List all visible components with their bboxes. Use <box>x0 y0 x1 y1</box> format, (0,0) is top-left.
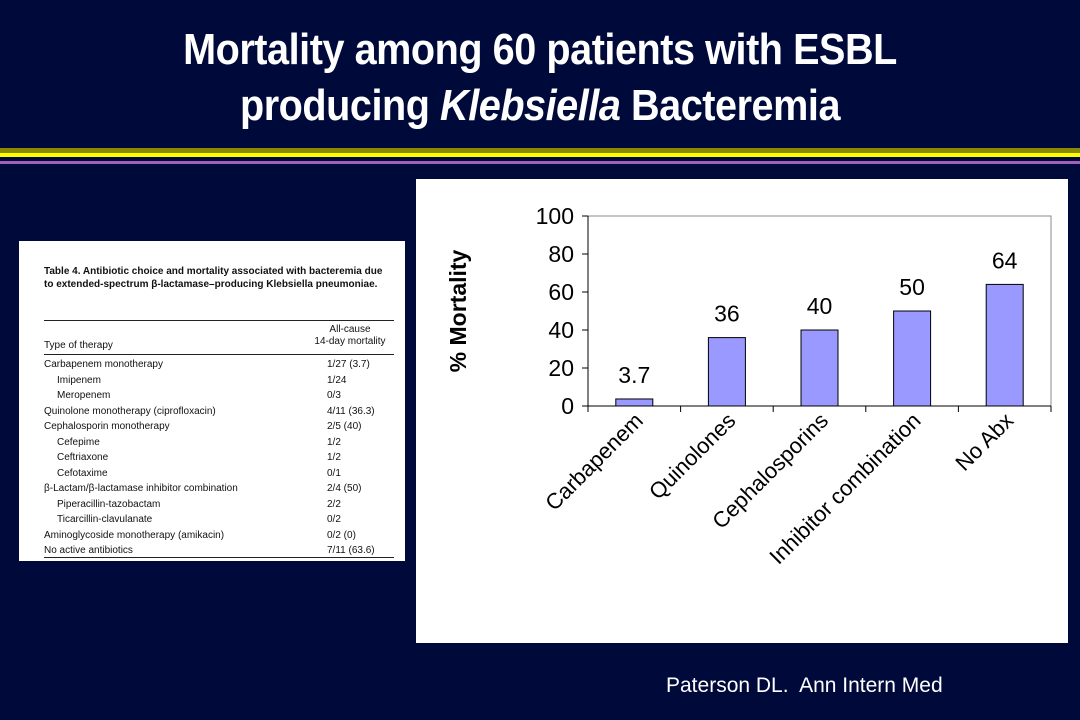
table-bottom-rule <box>44 557 394 558</box>
bar-value-label: 3.7 <box>618 362 650 388</box>
table-row-label: Ceftriaxone <box>57 452 109 463</box>
table-row-label: Meropenem <box>57 390 111 401</box>
table-row-value: 0/1 <box>327 467 341 479</box>
table-row-label: Carbapenem monotherapy <box>44 359 163 370</box>
y-axis-title: % Mortality <box>445 249 471 372</box>
y-tick-label: 0 <box>561 393 574 419</box>
table-row-label: β-Lactam/β-lactamase inhibitor combinati… <box>44 483 238 494</box>
table-row-label: Aminoglycoside monotherapy (amikacin) <box>44 529 225 541</box>
bar-quinolones <box>707 337 746 407</box>
category-label: Inhibitor combination <box>764 408 925 569</box>
table-row-label: Ticarcillin-clavulanate <box>57 514 153 525</box>
table-row-value: 1/24 <box>327 374 347 386</box>
table-header-mortality-line-1: All-cause <box>329 324 371 335</box>
bar-inhibitor-combination <box>893 310 932 407</box>
bar-chart: 0204060801003.7Carbapenem36Quinolones40C… <box>445 203 1052 569</box>
bar-cephalosporins <box>800 329 839 407</box>
bar-value-label: 64 <box>992 247 1018 273</box>
bar-value-label: 50 <box>899 274 925 300</box>
table-row-value: 0/2 <box>327 514 341 525</box>
title-organism: Klebsiella <box>440 81 621 130</box>
table-row-value: 1/27 (3.7) <box>327 359 370 370</box>
y-tick-label: 80 <box>548 241 574 267</box>
category-label: Quinolones <box>644 408 740 504</box>
bar-value-label: 36 <box>714 301 740 327</box>
table-row-label: Quinolone monotherapy (ciprofloxacin) <box>44 405 216 417</box>
table-row-value: 2/4 (50) <box>327 483 362 494</box>
table-header-rule <box>44 354 394 355</box>
table-row-value: 1/2 <box>327 436 341 448</box>
table-header-type: Type of therapy <box>44 340 113 351</box>
category-label: Carbapenem <box>540 408 648 516</box>
slide-title: Mortality among 60 patients with ESBL pr… <box>54 22 1026 134</box>
table-row-value: 0/2 (0) <box>327 529 356 541</box>
table-row-value: 7/11 (63.6) <box>327 545 375 556</box>
bar-no-abx <box>985 283 1024 407</box>
table-row-label: Cefotaxime <box>57 467 108 479</box>
y-tick-label: 20 <box>548 355 574 381</box>
y-tick-label: 40 <box>548 317 574 343</box>
table-row-value: 2/2 <box>327 498 341 510</box>
slide-title-line-1: Mortality among 60 patients with ESBL <box>183 25 897 74</box>
title-line-2-start: producing <box>239 81 441 130</box>
slide-title-line-2: producing Klebsiella Bacteremia <box>54 78 1026 134</box>
category-label: No Abx <box>950 408 1018 476</box>
table-row-label: Piperacillin-tazobactam <box>57 498 161 510</box>
table-header-mortality-line-2: 14-day mortality <box>314 336 386 347</box>
table-row-label: Cefepime <box>57 436 100 448</box>
citation: Paterson DL. Ann Intern Med <box>666 674 943 697</box>
table-top-rule <box>44 320 394 321</box>
divider-yellow <box>0 153 1080 157</box>
table-row-label: Cephalosporin monotherapy <box>44 421 170 432</box>
table-row-value: 4/11 (36.3) <box>327 405 375 417</box>
table-caption: Table 4. Antibiotic choice and mortality… <box>44 266 383 290</box>
title-line-2-end: Bacteremia <box>620 81 841 130</box>
bar-carbapenem <box>615 398 654 407</box>
bar-value-label: 40 <box>807 293 833 319</box>
table-row-value: 1/2 <box>327 452 341 463</box>
table-header-mortality: All-cause 14-day mortality <box>305 324 395 348</box>
divider-purple <box>0 161 1080 164</box>
divider-olive <box>0 148 1080 153</box>
table-row-label: No active antibiotics <box>44 545 133 556</box>
table-row-label: Imipenem <box>57 374 101 386</box>
y-tick-label: 100 <box>536 203 574 229</box>
journal-table-panel: Table 4. Antibiotic choice and mortality… <box>19 241 405 561</box>
chart-panel: 0 20 40 60 80 100 3.7 Carbapenem 36 Quinolones 40 C… <box>416 179 1068 643</box>
y-tick-label: 60 <box>548 279 574 305</box>
table-row-value: 0/3 <box>327 390 341 401</box>
table-row-value: 2/5 (40) <box>327 421 362 432</box>
